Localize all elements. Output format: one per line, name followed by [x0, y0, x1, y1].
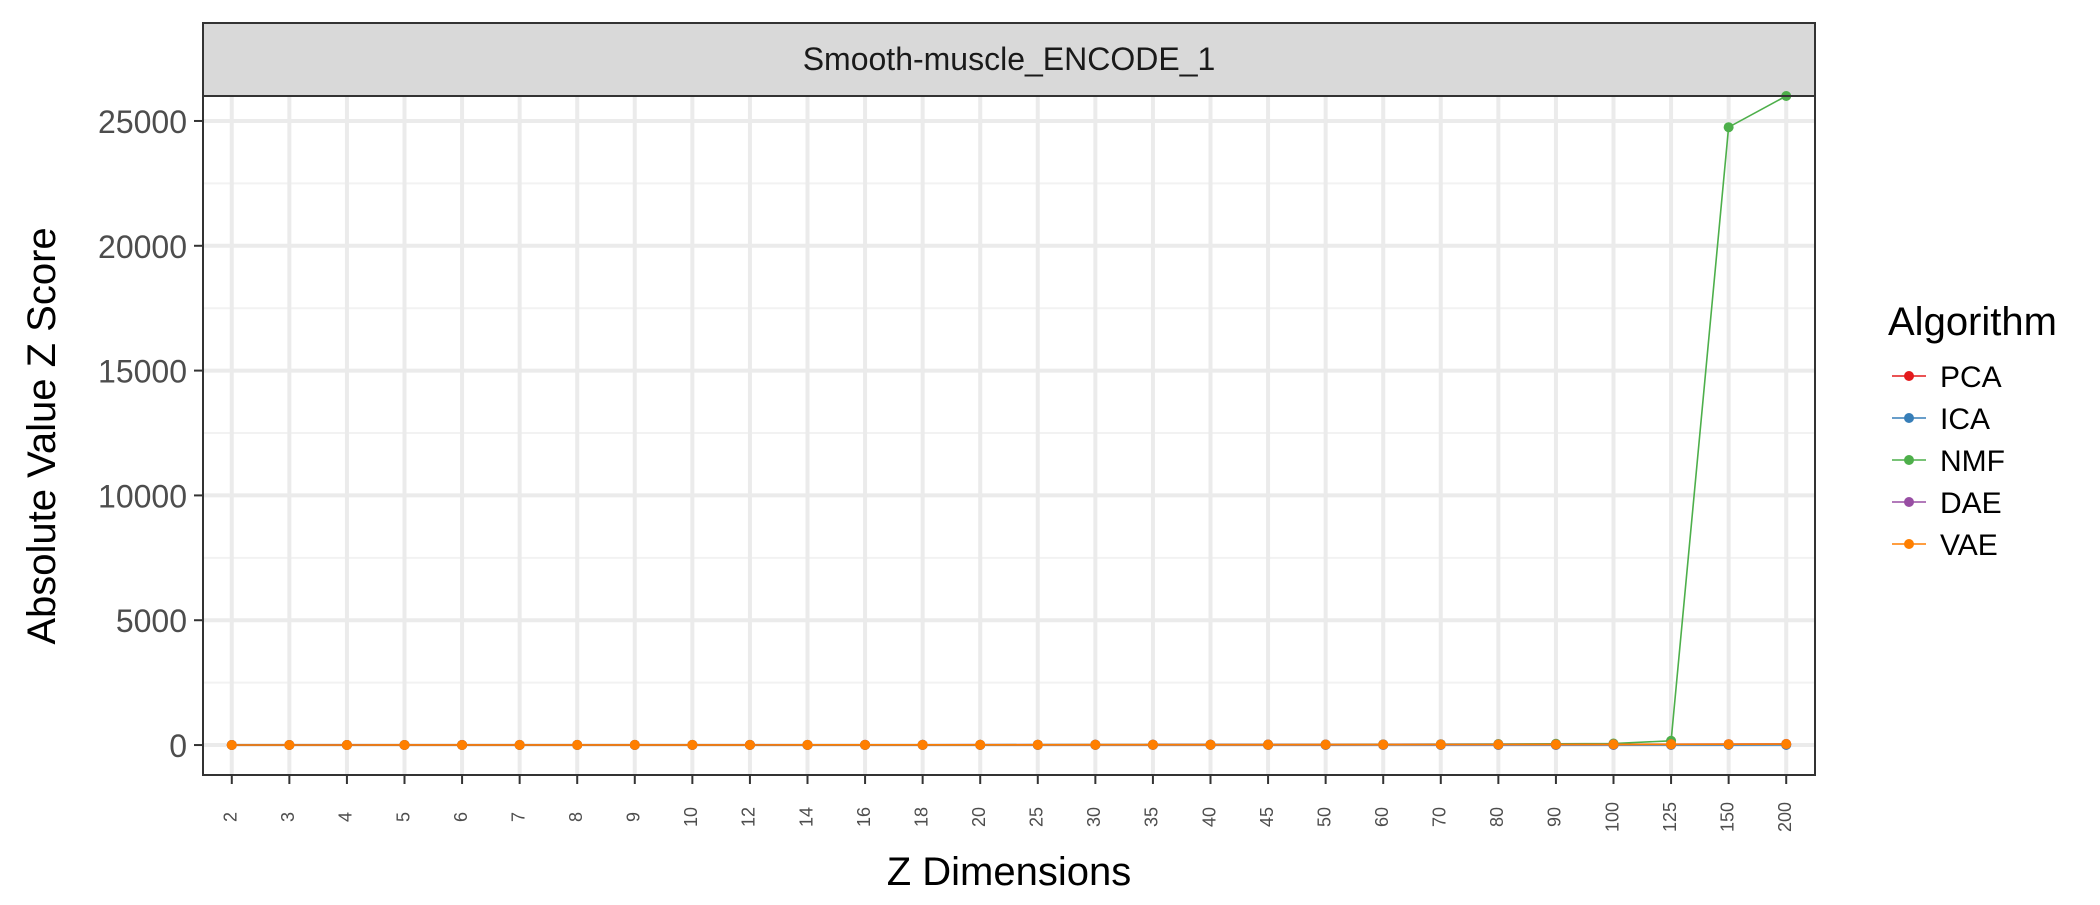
legend-label-vae: VAE — [1940, 529, 1998, 562]
data-point-vae — [1033, 740, 1043, 750]
legend-key-point-ica — [1904, 413, 1914, 423]
legend-label-dae: DAE — [1940, 487, 2002, 520]
data-point-vae — [227, 740, 237, 750]
legend-label-ica: ICA — [1940, 403, 1990, 436]
data-point-vae — [1724, 739, 1734, 749]
y-axis-title: Absolute Value Z Score — [20, 227, 64, 644]
data-point-vae — [1781, 739, 1791, 749]
data-point-nmf — [1724, 122, 1734, 132]
y-tick-label: 15000 — [98, 354, 187, 390]
data-point-vae — [1666, 739, 1676, 749]
data-point-vae — [400, 740, 410, 750]
data-point-vae — [1551, 739, 1561, 749]
data-point-vae — [630, 740, 640, 750]
x-tick-label: 8 — [566, 812, 586, 822]
data-point-vae — [687, 740, 697, 750]
x-tick-label: 12 — [739, 807, 759, 827]
x-tick-label: 2 — [221, 812, 241, 822]
data-point-vae — [1090, 740, 1100, 750]
x-tick-label: 14 — [796, 807, 816, 827]
x-tick-label: 9 — [624, 812, 644, 822]
data-point-vae — [803, 740, 813, 750]
x-tick-label: 60 — [1372, 807, 1392, 827]
x-tick-label: 3 — [278, 812, 298, 822]
x-tick-label: 10 — [681, 807, 701, 827]
x-tick-label: 7 — [508, 812, 528, 822]
data-point-vae — [1321, 740, 1331, 750]
x-tick-label: 200 — [1775, 802, 1795, 832]
x-tick-label: 25 — [1027, 807, 1047, 827]
x-tick-label: 150 — [1717, 802, 1737, 832]
facet-title: Smooth-muscle_ENCODE_1 — [803, 41, 1216, 77]
y-tick-label: 25000 — [98, 104, 187, 140]
legend-label-pca: PCA — [1940, 361, 2002, 394]
x-tick-label: 30 — [1084, 807, 1104, 827]
data-point-vae — [975, 740, 985, 750]
data-point-vae — [342, 740, 352, 750]
data-point-vae — [1206, 740, 1216, 750]
y-tick-label: 0 — [169, 728, 187, 764]
x-tick-label: 70 — [1430, 807, 1450, 827]
x-tick-label: 18 — [911, 807, 931, 827]
legend-key-point-pca — [1904, 371, 1914, 381]
data-point-vae — [918, 740, 928, 750]
data-point-vae — [572, 740, 582, 750]
x-tick-label: 40 — [1199, 807, 1219, 827]
data-point-vae — [1493, 739, 1503, 749]
data-point-vae — [1378, 740, 1388, 750]
x-tick-label: 125 — [1660, 802, 1680, 832]
data-point-vae — [1263, 740, 1273, 750]
legend-title: Algorithm — [1888, 300, 2057, 344]
x-tick-label: 100 — [1602, 802, 1622, 832]
x-tick-label: 20 — [969, 807, 989, 827]
data-point-vae — [860, 740, 870, 750]
y-tick-label: 20000 — [98, 229, 187, 265]
legend-key-point-dae — [1904, 497, 1914, 507]
x-tick-label: 16 — [854, 807, 874, 827]
x-tick-label: 5 — [393, 812, 413, 822]
x-tick-label: 35 — [1142, 807, 1162, 827]
data-point-vae — [284, 740, 294, 750]
x-axis-title: Z Dimensions — [887, 850, 1132, 894]
x-tick-label: 6 — [451, 812, 471, 822]
data-point-vae — [515, 740, 525, 750]
data-point-vae — [457, 740, 467, 750]
legend-key-point-nmf — [1904, 455, 1914, 465]
legend-key-point-vae — [1904, 539, 1914, 549]
x-tick-label: 50 — [1314, 807, 1334, 827]
data-point-vae — [745, 740, 755, 750]
data-point-vae — [1148, 740, 1158, 750]
data-point-vae — [1609, 739, 1619, 749]
x-tick-label: 45 — [1257, 807, 1277, 827]
y-tick-label: 5000 — [116, 603, 187, 639]
x-tick-label: 4 — [336, 812, 356, 822]
legend-label-nmf: NMF — [1940, 445, 2005, 478]
data-point-vae — [1436, 740, 1446, 750]
y-tick-label: 10000 — [98, 478, 187, 514]
x-tick-label: 90 — [1545, 807, 1565, 827]
x-tick-label: 80 — [1487, 807, 1507, 827]
